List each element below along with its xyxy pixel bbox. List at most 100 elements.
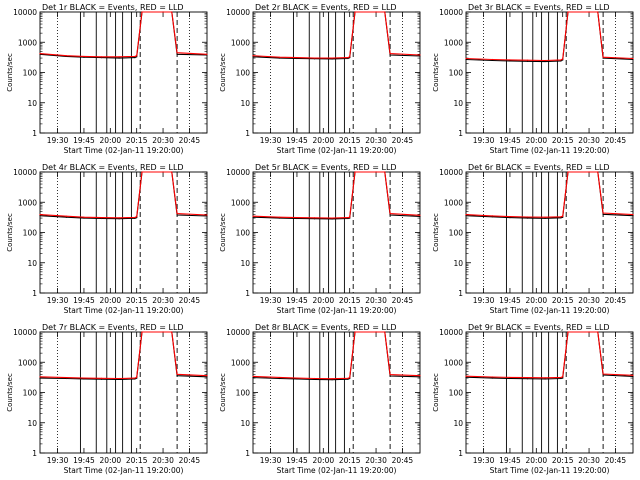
chart-panel: Det 4r BLACK = Events, RED = LLD 1 10 100 10… [6,163,208,315]
data-point [331,379,333,381]
data-point [588,331,590,333]
x-tick-label: 19:45 [73,456,95,465]
x-tick-label: 19:30 [47,136,69,145]
data-point [509,59,511,61]
chart-title: Det 4r BLACK = Events, RED = LLD [42,163,184,172]
x-tick-label: 20:00 [313,456,335,465]
x-tick-label: 20:30 [578,456,600,465]
chart-title: Det 7r BLACK = Events, RED = LLD [42,323,184,332]
x-tick-label: 20:45 [392,136,414,145]
x-tick-label: 20:45 [179,456,201,465]
data-point [544,216,546,218]
data-point [206,214,208,216]
data-point [296,57,298,60]
x-tick-label: 20:00 [100,456,122,465]
data-point [491,377,493,379]
series-line [252,171,421,220]
data-point [544,60,546,63]
y-tick-label: 10 [453,259,463,268]
data-point [588,11,590,13]
data-point [347,57,349,59]
data-point [252,55,254,57]
x-tick-label: 19:30 [473,456,495,465]
y-tick-label: 1 [458,449,463,458]
data-point [252,216,254,218]
data-point [313,57,316,59]
data-point [389,374,391,376]
x-tick-label: 20:45 [392,456,414,465]
data-point [65,377,67,380]
data-point [83,55,85,58]
x-tick-label: 20:00 [313,136,335,145]
data-point [252,375,254,378]
data-point [491,215,493,217]
series-line [39,171,208,220]
data-point [176,53,178,55]
y-tick-label: 10000 [439,328,463,337]
y-tick-label: 1 [458,129,463,138]
y-tick-label: 1 [458,289,463,298]
x-tick-label: 20:15 [126,296,148,305]
chart-title: Det 1r BLACK = Events, RED = LLD [42,3,184,12]
data-point [375,11,377,13]
y-tick-label: 1000 [231,198,250,207]
series-line [39,11,208,58]
plot-frame [252,11,421,134]
chart-title: Det 3r BLACK = Events, RED = LLD [468,3,610,12]
data-point [100,377,103,379]
y-axis-label: Counts/sec [6,213,14,252]
data-point [419,214,421,216]
data-point [349,216,351,218]
data-point [491,376,493,378]
data-point [118,378,120,381]
x-axis-label: Start Time (02-Jan-11 19:20:00) [277,466,397,475]
series-line [39,11,208,59]
data-point [83,378,85,380]
series-line [465,11,634,62]
x-tick-label: 19:30 [260,456,282,465]
y-tick-label: 100 [23,389,38,398]
data-point [419,376,421,378]
data-point [176,214,178,216]
data-point [632,58,634,61]
data-point [162,331,164,333]
data-point [567,171,569,173]
data-point [389,213,391,215]
plot-frame [465,11,634,134]
data-point [347,217,349,220]
y-tick-label: 10000 [13,168,37,177]
data-point [39,214,41,216]
data-point [602,57,604,59]
data-point [349,377,351,379]
data-point [632,215,634,217]
x-tick-label: 20:45 [179,136,201,145]
series-line [39,331,208,380]
y-tick-label: 10 [240,99,250,108]
data-point [296,377,298,379]
plot-frame [39,331,208,454]
data-point [83,217,85,219]
data-point [560,216,562,218]
plot-frame [39,11,208,134]
data-point [389,375,391,377]
y-tick-label: 1 [245,129,250,138]
y-tick-label: 10000 [226,168,250,177]
data-point [389,214,391,216]
x-tick-label: 20:30 [578,296,600,305]
data-point [419,215,421,218]
x-tick-label: 19:45 [73,136,95,145]
chart-panel: Det 2r BLACK = Events, RED = LLD 1 10 100 10… [219,3,421,155]
data-point [39,53,41,55]
data-point [588,171,590,173]
x-tick-label: 20:30 [365,456,387,465]
data-point [544,217,546,219]
y-tick-label: 1 [32,449,37,458]
x-tick-label: 20:45 [605,296,627,305]
data-point [567,11,569,13]
data-point [313,217,316,219]
y-tick-label: 10 [27,259,37,268]
data-point [526,217,529,219]
y-tick-label: 100 [449,69,464,78]
x-tick-label: 20:45 [605,136,627,145]
data-point [296,217,298,219]
